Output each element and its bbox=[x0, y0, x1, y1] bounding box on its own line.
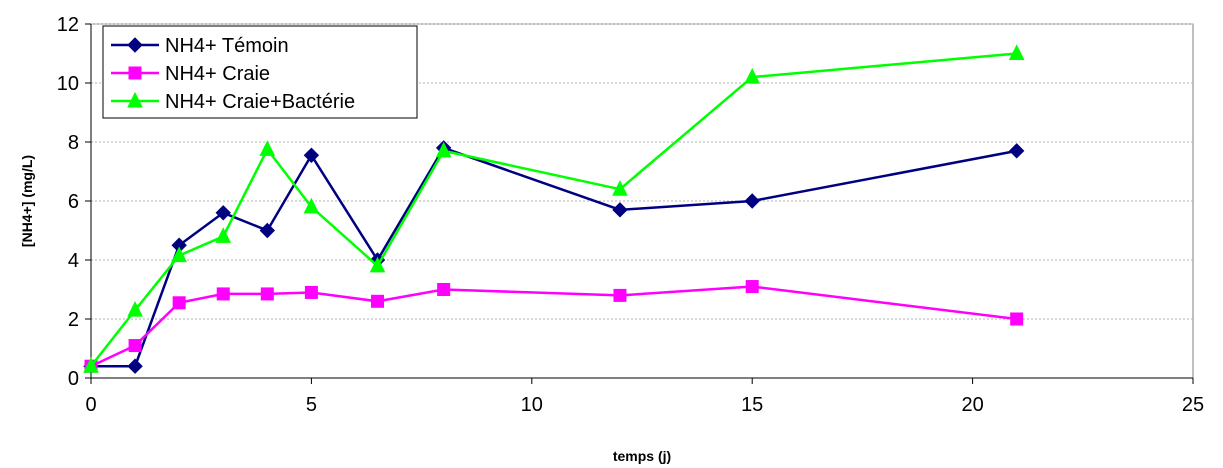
x-tick-label: 15 bbox=[741, 394, 763, 416]
x-tick-label: 0 bbox=[85, 394, 96, 416]
legend: NH4+ Témoin NH4+ Craie NH4+ Craie+Bactérie bbox=[102, 25, 418, 119]
data-point bbox=[260, 287, 274, 301]
legend-marker bbox=[128, 66, 142, 80]
axes: 0 2 4 6 8 10 12 0 5 10 15 20 25 bbox=[57, 14, 1204, 416]
data-point bbox=[613, 288, 627, 302]
x-tick-label: 20 bbox=[961, 394, 983, 416]
legend-label: NH4+ Craie+Bactérie bbox=[165, 91, 355, 113]
y-tick-label: 8 bbox=[68, 132, 79, 154]
series-3 bbox=[83, 44, 1025, 373]
y-axis-title: [NH4+] (mg/L) bbox=[19, 155, 35, 247]
data-point bbox=[612, 180, 628, 196]
data-point bbox=[127, 358, 143, 374]
x-axis-title: temps (j) bbox=[613, 448, 671, 464]
data-point bbox=[172, 296, 186, 310]
data-point bbox=[437, 283, 451, 296]
data-point bbox=[369, 256, 386, 273]
legend-label: NH4+ Témoin bbox=[165, 35, 289, 57]
data-point bbox=[435, 141, 452, 158]
data-point bbox=[1008, 44, 1025, 60]
data-point bbox=[744, 193, 760, 209]
data-point bbox=[215, 205, 231, 221]
data-point bbox=[128, 339, 142, 353]
data-point bbox=[127, 301, 143, 317]
data-point bbox=[744, 67, 761, 84]
data-point bbox=[83, 357, 99, 373]
data-point bbox=[215, 227, 232, 243]
legend-marker bbox=[127, 37, 143, 53]
data-point bbox=[259, 140, 276, 156]
x-tick-label: 10 bbox=[521, 394, 543, 416]
data-point bbox=[303, 147, 320, 163]
x-tick-label: 5 bbox=[306, 394, 317, 416]
series-group bbox=[83, 44, 1025, 374]
y-tick-label: 6 bbox=[68, 191, 79, 213]
data-point bbox=[259, 222, 276, 239]
y-tick-label: 0 bbox=[68, 368, 79, 390]
data-point bbox=[303, 197, 320, 214]
data-point bbox=[745, 280, 759, 294]
data-point bbox=[216, 287, 230, 301]
data-point bbox=[1010, 312, 1024, 326]
y-tick-label: 12 bbox=[57, 14, 79, 36]
y-tick-label: 10 bbox=[57, 73, 79, 95]
y-tick-label: 4 bbox=[68, 250, 79, 272]
data-point bbox=[304, 285, 318, 299]
legend-label: NH4+ Craie bbox=[165, 63, 270, 85]
y-tick-label: 2 bbox=[68, 309, 79, 331]
data-point bbox=[371, 294, 385, 308]
data-point bbox=[1008, 143, 1025, 159]
series-2 bbox=[84, 280, 1024, 373]
data-point bbox=[612, 202, 628, 218]
x-tick-label: 25 bbox=[1182, 394, 1204, 416]
data-point bbox=[171, 246, 187, 263]
legend-marker bbox=[127, 91, 143, 108]
